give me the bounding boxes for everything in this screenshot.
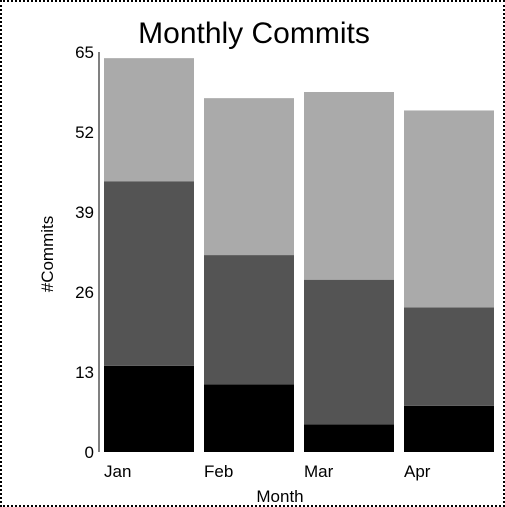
y-tick-label: 0 <box>85 443 94 462</box>
x-tick-label: Mar <box>304 462 334 481</box>
y-tick-label: 26 <box>75 283 94 302</box>
bar-feb-segment-1 <box>204 384 294 452</box>
bar-apr-segment-1 <box>404 405 494 452</box>
y-tick-labels: 0 13 26 39 52 65 <box>75 43 94 462</box>
bar-mar-segment-1 <box>304 424 394 452</box>
bar-apr-segment-2 <box>404 307 494 406</box>
bars-group <box>104 58 494 452</box>
bar-mar-segment-2 <box>304 279 394 425</box>
y-tick-label: 13 <box>75 363 94 382</box>
y-tick-label: 65 <box>75 43 94 62</box>
x-axis-label: Month <box>256 487 303 506</box>
bar-apr-segment-3 <box>404 110 494 308</box>
bar-jan-segment-2 <box>104 181 194 366</box>
y-tick-label: 52 <box>75 123 94 142</box>
x-tick-label: Feb <box>204 462 233 481</box>
y-tick-label: 39 <box>75 203 94 222</box>
bar-jan-segment-1 <box>104 365 194 452</box>
chart-title: Monthly Commits <box>138 17 370 50</box>
x-tick-label: Apr <box>404 462 431 481</box>
x-tick-label: Jan <box>104 462 131 481</box>
bar-jan-segment-3 <box>104 58 194 182</box>
bar-mar-segment-3 <box>304 92 394 280</box>
x-tick-labels: Jan Feb Mar Apr <box>104 462 431 481</box>
bar-feb-segment-3 <box>204 98 294 256</box>
y-axis-label: #Commits <box>38 216 57 293</box>
bar-feb-segment-2 <box>204 255 294 385</box>
